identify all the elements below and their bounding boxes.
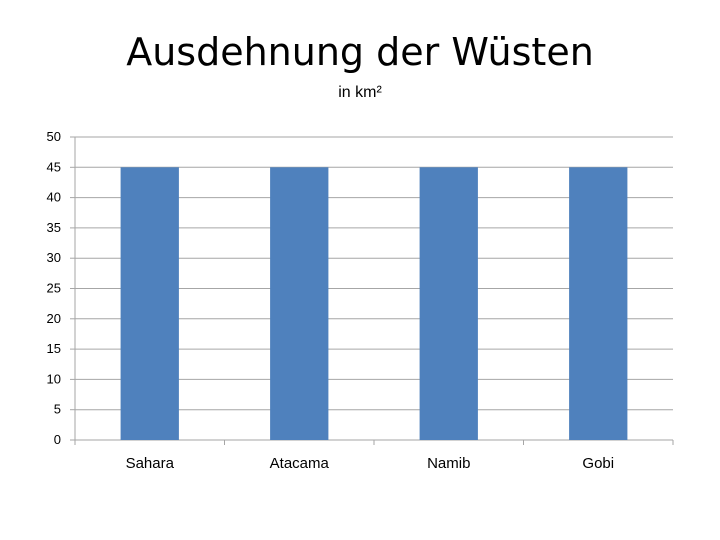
y-tick-label: 15: [47, 341, 61, 356]
bar-gobi: [569, 167, 628, 441]
y-tick-label: 40: [47, 190, 61, 205]
bar-namib: [419, 167, 478, 441]
y-tick-label: 5: [54, 402, 61, 417]
chart-subtitle: in km²: [338, 84, 382, 101]
y-tick-label: 20: [47, 311, 61, 326]
y-tick-label: 30: [47, 250, 61, 265]
x-category-label: Atacama: [270, 455, 330, 472]
y-tick-label: 50: [47, 129, 61, 144]
y-tick-label: 0: [54, 432, 61, 447]
x-category-label: Gobi: [582, 455, 614, 472]
y-tick-label: 10: [47, 371, 61, 386]
x-category-label: Sahara: [126, 455, 175, 472]
y-tick-label: 25: [47, 281, 61, 296]
bar-sahara: [120, 167, 179, 441]
chart-title: Ausdehnung der Wüsten: [126, 30, 594, 74]
bar-atacama: [270, 167, 329, 441]
y-tick-label: 35: [47, 220, 61, 235]
x-category-label: Namib: [427, 455, 470, 472]
y-tick-label: 45: [47, 159, 61, 174]
